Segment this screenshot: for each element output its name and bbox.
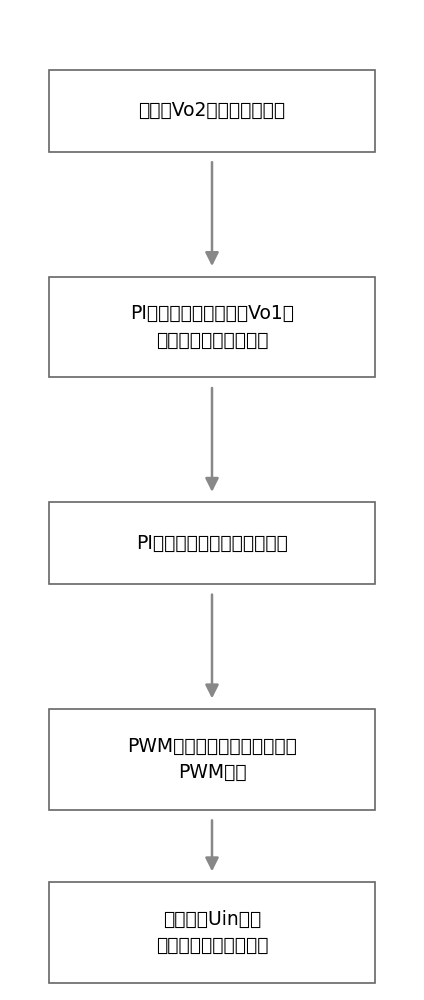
Text: PI控制器接收到主输出Vo1输
出电压降低的反馈信号: PI控制器接收到主输出Vo1输 出电压降低的反馈信号 (130, 304, 294, 350)
Bar (49, 882, 375, 983)
Text: 输入电源Uin加大
对多路输出电源的供电: 输入电源Uin加大 对多路输出电源的供电 (156, 910, 268, 955)
Bar (49, 70, 375, 152)
Bar (49, 709, 375, 810)
Text: PWM发生器输出占空比增大的
PWM信号: PWM发生器输出占空比增大的 PWM信号 (127, 737, 297, 782)
Text: PI控制器输出增大的调控信号: PI控制器输出增大的调控信号 (136, 534, 288, 553)
Bar (49, 277, 375, 377)
Bar (49, 502, 375, 584)
Text: 辅输出Vo2带有的负载增大: 辅输出Vo2带有的负载增大 (139, 101, 285, 120)
